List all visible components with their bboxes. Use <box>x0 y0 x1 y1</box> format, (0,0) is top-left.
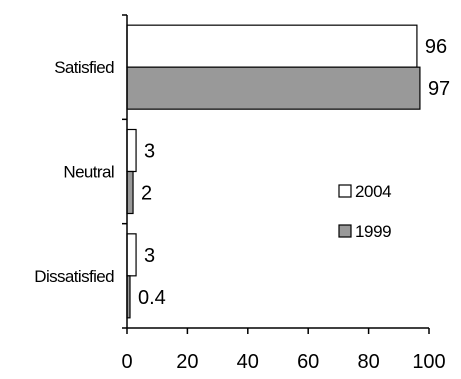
category-label-dissatisfied: Dissatisfied <box>34 267 114 286</box>
bar-neutral-2004 <box>126 128 137 173</box>
value-labels-layer: 96 97 3 2 3 0.4 <box>138 36 450 309</box>
x-tick-label-80: 80 <box>357 351 379 373</box>
category-label-neutral: Neutral <box>63 163 114 182</box>
value-label-neutral-2004: 3 <box>144 141 155 163</box>
bar-neutral-1999 <box>126 170 134 215</box>
x-tick-label-20: 20 <box>176 351 198 373</box>
value-label-satisfied-2004: 96 <box>425 36 447 58</box>
legend-label-1999: 1999 <box>355 222 391 241</box>
category-label-satisfied: Satisfied <box>54 58 114 77</box>
x-tick-label-40: 40 <box>237 351 259 373</box>
legend: 2004 1999 <box>338 182 392 241</box>
bar-dissatisfied-2004 <box>126 233 137 277</box>
value-label-dissatisfied-1999: 0.4 <box>138 287 166 309</box>
x-tick-label-0: 0 <box>121 351 132 373</box>
x-tick-label-100: 100 <box>412 351 445 373</box>
legend-swatch-2004 <box>338 184 352 198</box>
category-labels: Satisfied Neutral Dissatisfied <box>34 58 114 286</box>
value-label-satisfied-1999: 97 <box>428 78 450 100</box>
x-axis-ticks: 0 20 40 60 80 100 <box>121 328 446 373</box>
x-tick-label-60: 60 <box>297 351 319 373</box>
value-label-dissatisfied-2004: 3 <box>144 245 155 267</box>
y-axis-ticks <box>122 14 127 329</box>
bars-layer <box>126 24 421 319</box>
legend-swatch-1999 <box>338 224 352 238</box>
value-label-neutral-1999: 2 <box>141 183 152 205</box>
legend-label-2004: 2004 <box>355 182 391 201</box>
bar-satisfied-2004 <box>126 24 418 68</box>
bar-satisfied-1999 <box>126 66 421 110</box>
